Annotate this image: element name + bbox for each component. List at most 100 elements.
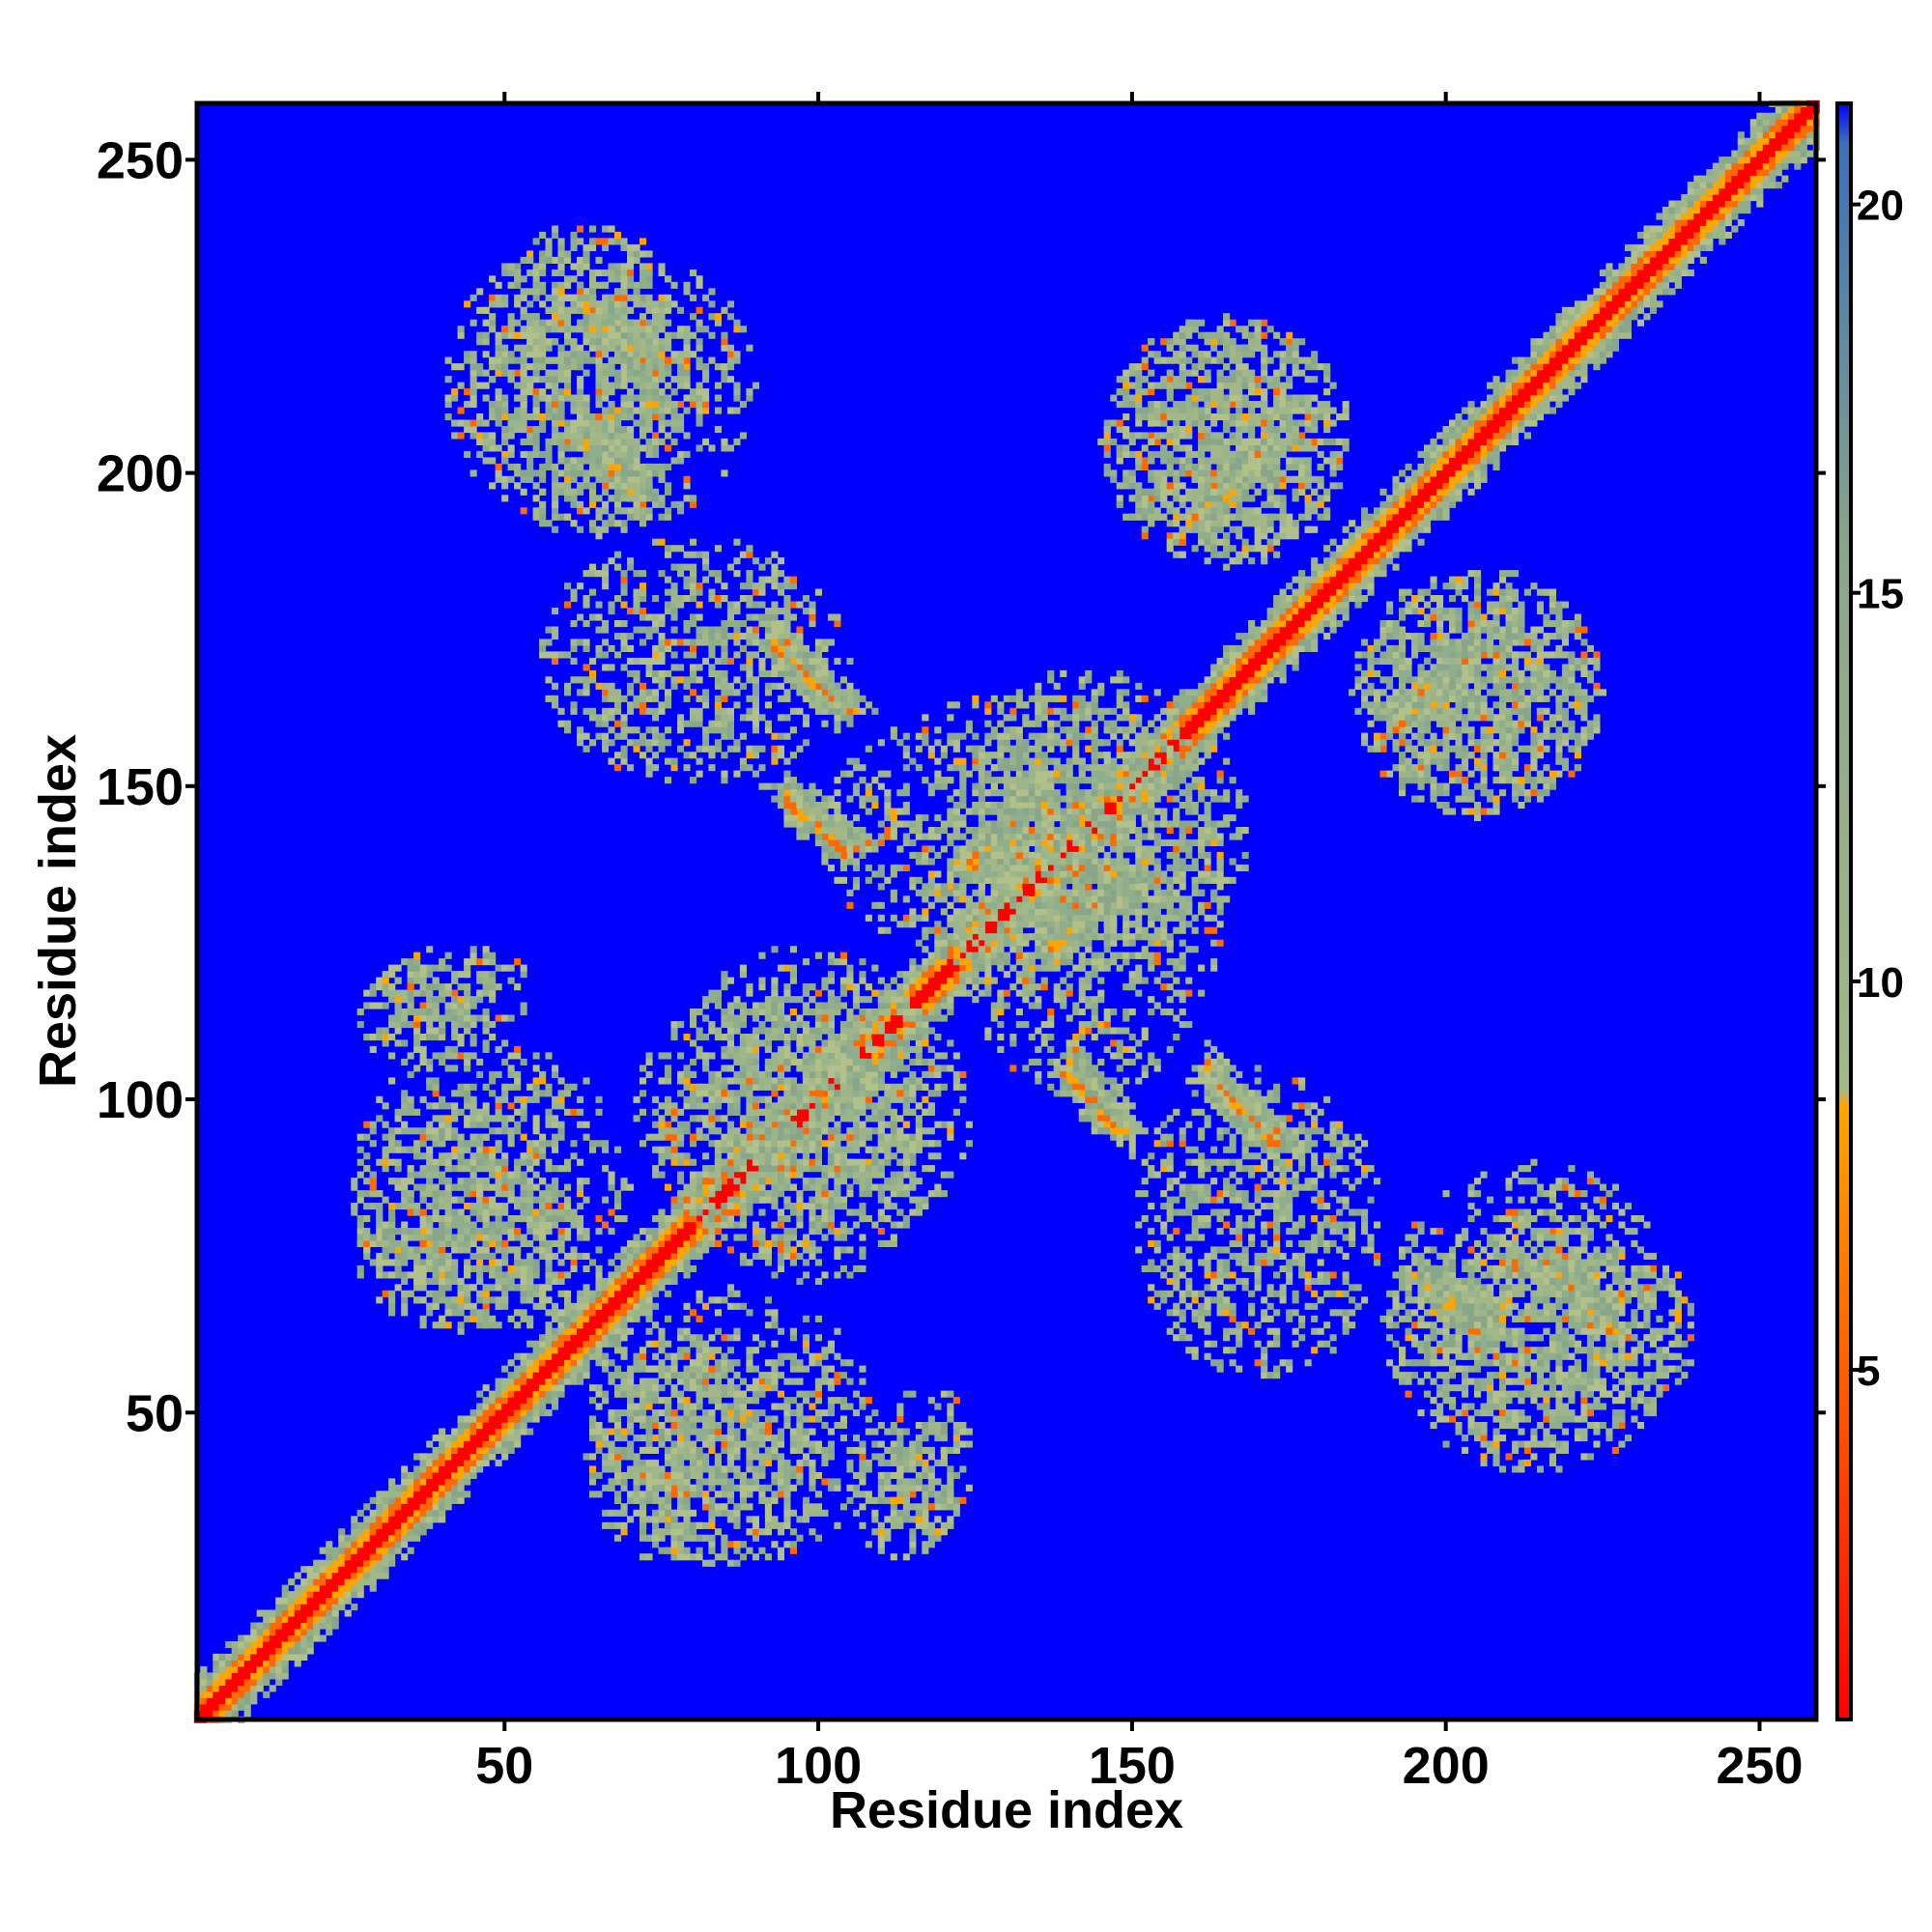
contact-cell xyxy=(1223,714,1231,722)
contact-cell xyxy=(1499,388,1507,396)
contact-cell xyxy=(1649,300,1657,308)
contact-cell xyxy=(526,1378,534,1385)
contact-cell xyxy=(896,983,904,991)
contact-cell xyxy=(388,1541,396,1548)
contact-cell xyxy=(608,1321,615,1329)
contact-cell xyxy=(1204,695,1211,702)
contact-cell xyxy=(501,1384,509,1392)
contact-cell xyxy=(739,1178,747,1185)
contact-cell xyxy=(489,1435,497,1442)
contact-cell xyxy=(1512,419,1520,427)
contact-cell xyxy=(1480,401,1488,409)
contact-cell xyxy=(269,1647,276,1655)
contact-cell xyxy=(1091,777,1098,784)
contact-cell xyxy=(1349,532,1356,540)
contact-cell xyxy=(658,1284,666,1292)
contact-cell xyxy=(577,1352,584,1360)
contact-cell xyxy=(602,1302,610,1310)
contact-cell xyxy=(1719,231,1726,239)
contact-cell xyxy=(1474,426,1482,434)
contact-cell xyxy=(1248,664,1256,671)
contact-cell xyxy=(552,419,559,427)
contact-cell xyxy=(1455,450,1463,458)
contact-cell xyxy=(294,1629,301,1636)
contact-cell xyxy=(1649,243,1657,251)
contact-cell xyxy=(1392,488,1400,496)
contact-cell xyxy=(451,1491,459,1498)
contact-cell xyxy=(1179,707,1186,715)
contact-cell xyxy=(1756,182,1764,189)
contact-cell xyxy=(1624,326,1632,333)
contact-cell xyxy=(595,1327,603,1335)
contact-cell xyxy=(419,1496,427,1504)
contact-cell xyxy=(326,1566,333,1574)
contact-cell xyxy=(1386,538,1394,546)
contact-cell xyxy=(263,1647,270,1655)
contact-cell xyxy=(376,1516,384,1523)
contact-cell xyxy=(231,1660,239,1667)
contact-cell xyxy=(814,657,822,665)
contact-cell xyxy=(369,1572,377,1579)
contact-cell xyxy=(1185,695,1193,702)
contact-cell xyxy=(1668,231,1676,239)
contact-cell xyxy=(1317,588,1324,596)
contact-cell xyxy=(269,1634,276,1642)
contact-cell xyxy=(783,1171,791,1179)
contact-cell xyxy=(1311,576,1319,583)
contact-cell xyxy=(413,1465,421,1473)
contact-cell xyxy=(376,1547,384,1554)
contact-cell xyxy=(1236,500,1243,508)
contact-cell xyxy=(1455,438,1463,445)
contact-cell xyxy=(275,1634,283,1642)
contact-cell xyxy=(1349,520,1356,527)
contact-cell xyxy=(1492,388,1500,396)
contact-cell xyxy=(1599,338,1606,346)
contact-cell xyxy=(1455,413,1463,421)
contact-cell xyxy=(243,1710,251,1718)
contact-cell xyxy=(501,1390,509,1398)
contact-cell xyxy=(1769,150,1776,157)
contact-cell xyxy=(1480,450,1488,458)
contact-cell xyxy=(231,1710,239,1718)
contact-cell xyxy=(746,1165,753,1173)
contact-cell xyxy=(1775,137,1782,145)
contact-cell xyxy=(1586,331,1594,339)
contact-cell xyxy=(1367,588,1375,596)
contact-cell xyxy=(218,1710,226,1718)
contact-cell xyxy=(407,1509,414,1517)
contact-cell xyxy=(256,1641,264,1649)
contact-cell xyxy=(1210,513,1218,521)
contact-cell xyxy=(1323,545,1331,553)
contact-cell xyxy=(1436,657,1444,665)
contact-cell xyxy=(1286,613,1293,621)
contact-cell xyxy=(263,1678,270,1686)
contact-cell xyxy=(1492,463,1500,470)
contact-cell xyxy=(1304,639,1312,646)
contact-cell xyxy=(934,989,942,997)
contact-cell xyxy=(652,1271,660,1279)
contact-cell xyxy=(356,1541,364,1548)
contact-cell xyxy=(1241,651,1249,659)
contact-cell xyxy=(250,1629,258,1636)
contact-cell xyxy=(1605,319,1613,327)
contact-cell xyxy=(1586,313,1594,321)
contact-cell xyxy=(407,1478,414,1486)
contact-cell xyxy=(356,1572,364,1579)
contact-cell xyxy=(1236,482,1243,490)
contact-cell xyxy=(1304,644,1312,652)
contact-cell xyxy=(256,1609,264,1617)
contact-cell xyxy=(645,1309,653,1317)
contact-cell xyxy=(645,1259,653,1266)
contact-cell xyxy=(1593,331,1601,339)
contact-cell xyxy=(464,1415,471,1423)
contact-cell xyxy=(677,1259,685,1266)
contact-cell xyxy=(1116,1102,1123,1110)
contact-cell xyxy=(532,1378,540,1385)
contact-cell xyxy=(677,1215,685,1223)
contact-cell xyxy=(1248,651,1256,659)
contact-cell xyxy=(952,977,960,984)
contact-cell xyxy=(1424,513,1432,521)
contact-cell xyxy=(444,1440,452,1448)
contact-cell xyxy=(1261,633,1268,640)
contact-cell xyxy=(915,1039,923,1047)
